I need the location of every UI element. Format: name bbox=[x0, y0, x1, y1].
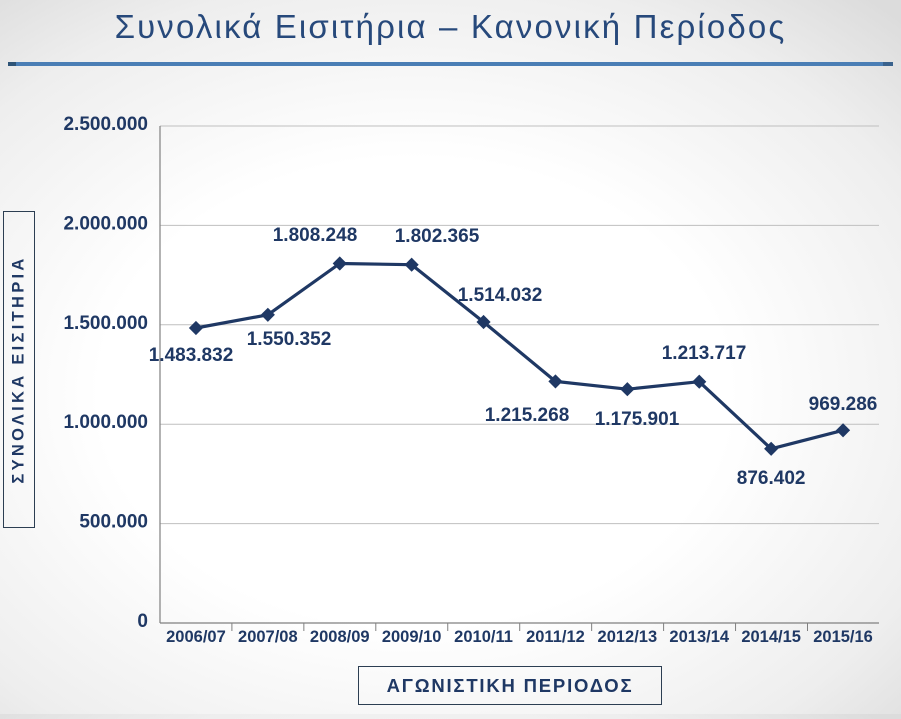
svg-text:1.483.832: 1.483.832 bbox=[149, 345, 234, 366]
svg-text:2013/14: 2013/14 bbox=[669, 628, 729, 646]
svg-text:1.500.000: 1.500.000 bbox=[63, 313, 148, 334]
svg-text:2.000.000: 2.000.000 bbox=[63, 213, 148, 234]
svg-text:2014/15: 2014/15 bbox=[741, 628, 801, 646]
svg-text:2009/10: 2009/10 bbox=[382, 628, 442, 646]
svg-text:876.402: 876.402 bbox=[737, 468, 806, 489]
svg-text:2006/07: 2006/07 bbox=[166, 628, 226, 646]
svg-text:500.000: 500.000 bbox=[79, 512, 148, 533]
svg-text:2012/13: 2012/13 bbox=[598, 628, 658, 646]
svg-text:969.286: 969.286 bbox=[809, 394, 878, 415]
svg-text:1.514.032: 1.514.032 bbox=[458, 285, 543, 306]
svg-text:1.215.268: 1.215.268 bbox=[485, 405, 570, 426]
svg-text:2008/09: 2008/09 bbox=[310, 628, 370, 646]
svg-text:1.802.365: 1.802.365 bbox=[395, 226, 480, 247]
svg-text:1.000.000: 1.000.000 bbox=[63, 412, 148, 433]
svg-text:2010/11: 2010/11 bbox=[454, 628, 513, 646]
svg-text:2011/12: 2011/12 bbox=[526, 628, 585, 646]
svg-text:1.550.352: 1.550.352 bbox=[247, 329, 332, 350]
svg-text:2.500.000: 2.500.000 bbox=[63, 114, 148, 135]
svg-text:2015/16: 2015/16 bbox=[813, 628, 873, 646]
svg-text:1.808.248: 1.808.248 bbox=[273, 225, 358, 246]
svg-text:0: 0 bbox=[137, 611, 148, 632]
svg-text:1.175.901: 1.175.901 bbox=[595, 409, 680, 430]
svg-text:1.213.717: 1.213.717 bbox=[662, 343, 747, 364]
svg-text:2007/08: 2007/08 bbox=[238, 628, 298, 646]
